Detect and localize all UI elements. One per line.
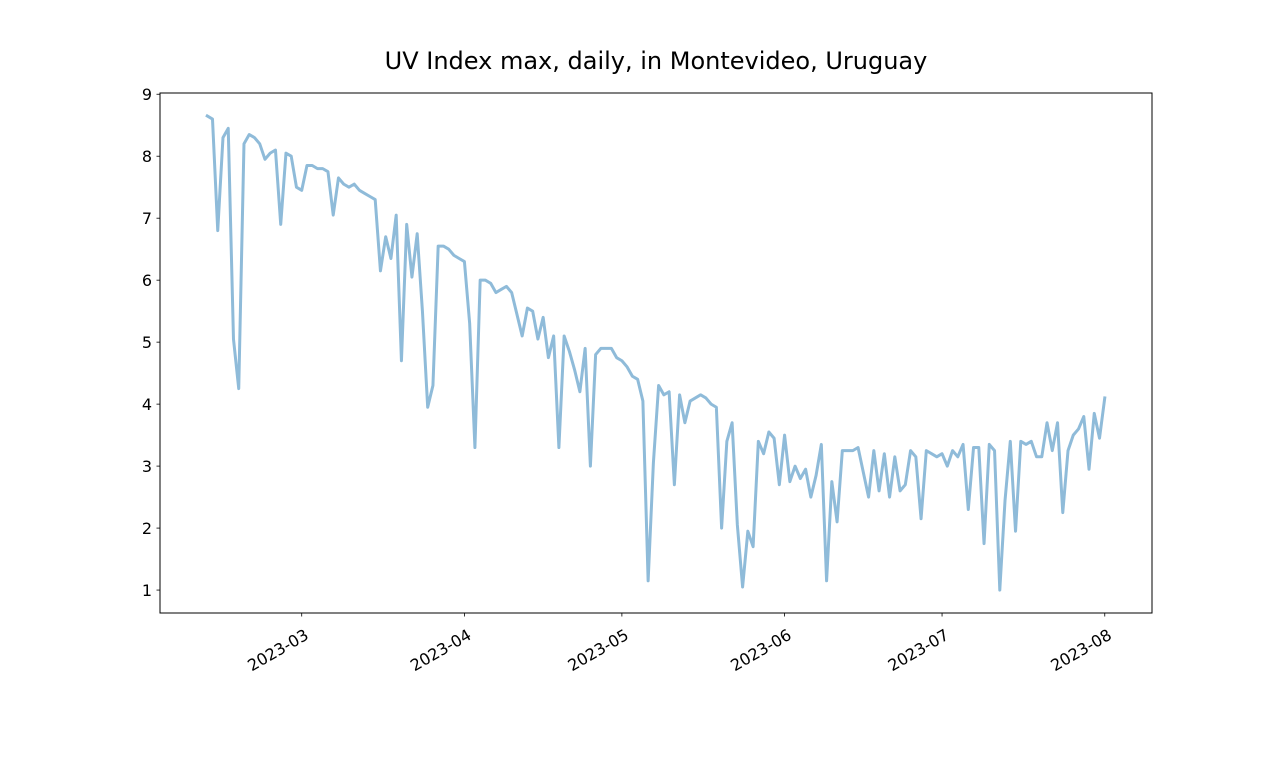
y-tick-label: 9 bbox=[142, 85, 152, 104]
y-tick-label: 3 bbox=[142, 457, 152, 476]
y-tick-label: 4 bbox=[142, 395, 152, 414]
data-line bbox=[205, 113, 1107, 592]
y-tick-label: 5 bbox=[142, 333, 152, 352]
x-tick-label: 2023-08 bbox=[1047, 625, 1114, 675]
y-tick-label: 8 bbox=[142, 147, 152, 166]
x-tick-label: 2023-06 bbox=[727, 625, 794, 675]
chart-title: UV Index max, daily, in Montevideo, Urug… bbox=[385, 47, 928, 75]
plot-frame bbox=[159, 92, 1153, 614]
x-tick-label: 2023-07 bbox=[885, 625, 952, 675]
y-tick-label: 2 bbox=[142, 519, 152, 538]
y-tick-label: 1 bbox=[142, 581, 152, 600]
x-tick-label: 2023-05 bbox=[564, 625, 631, 675]
x-tick-label: 2023-03 bbox=[244, 625, 311, 675]
y-tick-label: 7 bbox=[142, 209, 152, 228]
x-tick-label: 2023-04 bbox=[407, 625, 474, 675]
y-tick-label: 6 bbox=[142, 271, 152, 290]
